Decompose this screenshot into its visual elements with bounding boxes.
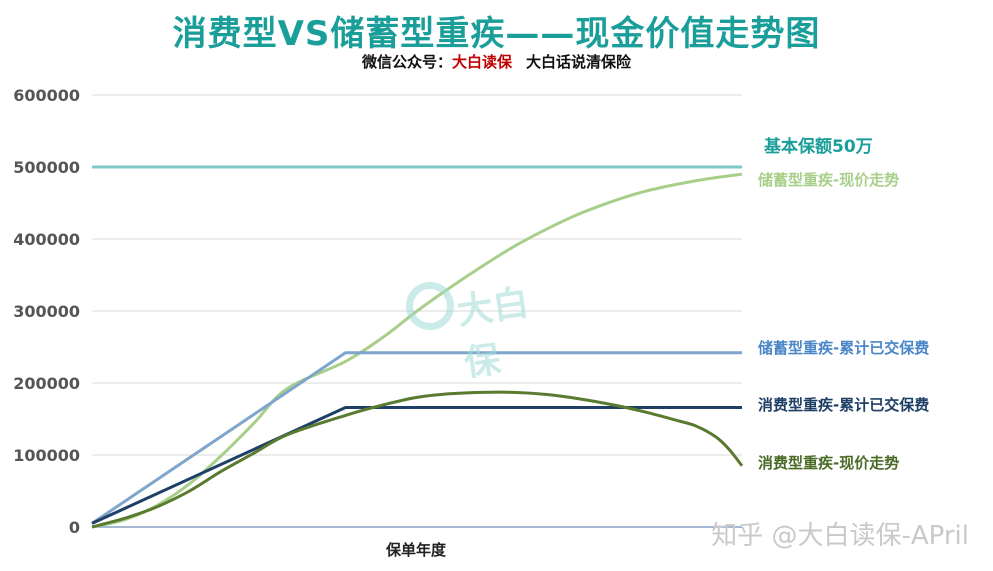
- series-label-0: 基本保额50万: [763, 136, 873, 157]
- watermark-logo: 大白保: [402, 262, 562, 385]
- chart-title: 消费型VS储蓄型重疾——现金价值走势图: [172, 14, 821, 54]
- y-tick-label: 400000: [13, 230, 80, 249]
- series-label-2: 储蓄型重疾-累计已交保费: [758, 339, 929, 357]
- series-label-1: 储蓄型重疾-现价走势: [758, 171, 899, 189]
- series-labels: 基本保额50万储蓄型重疾-现价走势储蓄型重疾-累计已交保费消费型重疾-累计已交保…: [758, 136, 929, 472]
- series-label-3: 消费型重疾-累计已交保费: [758, 396, 929, 414]
- x-axis-label: 保单年度: [385, 541, 447, 559]
- y-tick-label: 0: [69, 518, 80, 537]
- series-line-2: [91, 351, 742, 525]
- series-line-3: [91, 405, 742, 525]
- subtitle-prefix: 微信公众号：: [361, 53, 452, 71]
- y-tick-label: 300000: [13, 302, 80, 321]
- y-tick-label: 500000: [13, 158, 80, 177]
- subtitle-highlight: 大白读保: [451, 53, 512, 71]
- series-label-4: 消费型重疾-现价走势: [758, 454, 899, 472]
- subtitle-suffix: 大白话说清保险: [526, 53, 632, 71]
- y-tick-label: 100000: [13, 446, 80, 465]
- y-tick-label: 200000: [13, 374, 80, 393]
- y-tick-label: 600000: [13, 86, 80, 105]
- logo-circle-icon: [406, 282, 454, 330]
- watermark-text: 知乎 @大白读保-APril: [711, 521, 969, 551]
- logo-text: 大白保: [454, 282, 532, 385]
- series-line-4: [91, 390, 744, 529]
- chart-subtitle: 微信公众号：大白读保 大白话说清保险: [0, 51, 993, 72]
- y-axis-tick-labels: 0 100000 200000 300000 400000 500000 600000: [13, 86, 80, 537]
